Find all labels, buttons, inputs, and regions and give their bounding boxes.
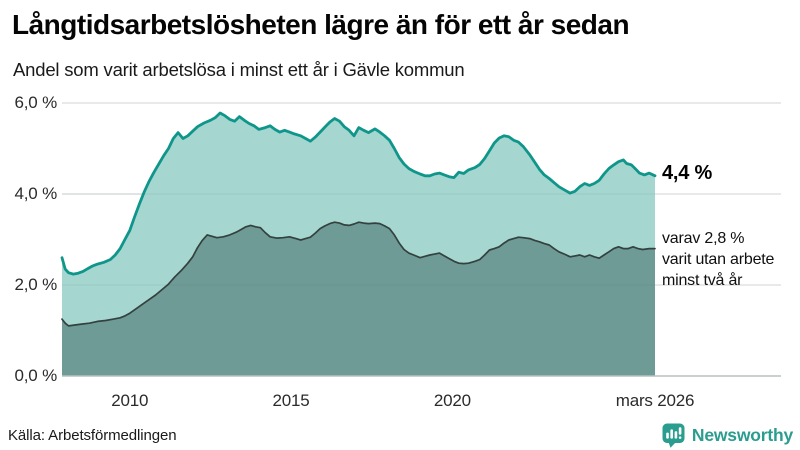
source-caption: Källa: Arbetsförmedlingen	[8, 427, 177, 444]
newsworthy-logo-icon	[662, 423, 686, 448]
area-series-2	[62, 222, 655, 376]
x-axis-label: 2020	[433, 391, 471, 410]
line-series-2	[61, 221, 656, 327]
annotation-line-3: minst två år	[662, 272, 743, 289]
x-axis-label: 2010	[111, 391, 149, 410]
y-axis-label: 6,0 %	[14, 93, 58, 112]
x-axis-label: 2015	[272, 391, 310, 410]
line-series-1	[60, 111, 657, 276]
newsworthy-brand-name: Newsworthy	[691, 425, 793, 445]
newsworthy-brand-link[interactable]: Newsworthy	[662, 423, 793, 448]
y-axis-label: 4,0 %	[14, 184, 58, 203]
x-axis-label: mars 2026	[615, 391, 695, 410]
annotation-line-1: varav 2,8 %	[662, 230, 745, 247]
page-title: Långtidsarbetslösheten lägre än för ett …	[12, 9, 630, 40]
y-axis-label: 2,0 %	[14, 275, 58, 294]
latest-value-label: 4,4 %	[662, 162, 713, 184]
secondary-series-annotation: varav 2,8 % varit utan arbete minst två …	[662, 228, 774, 291]
chart-subtitle: Andel som varit arbetslösa i minst ett å…	[13, 59, 465, 80]
annotation-line-2: varit utan arbete	[662, 251, 775, 268]
y-axis-label: 0,0 %	[14, 366, 58, 385]
